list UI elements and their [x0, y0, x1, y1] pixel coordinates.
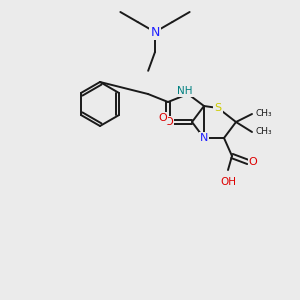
Text: O: O [165, 117, 173, 127]
Text: N: N [200, 133, 208, 143]
Text: CH₃: CH₃ [255, 110, 272, 118]
Text: CH₃: CH₃ [255, 128, 272, 136]
Text: S: S [214, 103, 222, 113]
Text: O: O [249, 157, 257, 167]
Text: OH: OH [220, 177, 236, 187]
Text: N: N [150, 26, 160, 38]
Text: O: O [159, 113, 167, 123]
Text: NH: NH [177, 86, 193, 96]
